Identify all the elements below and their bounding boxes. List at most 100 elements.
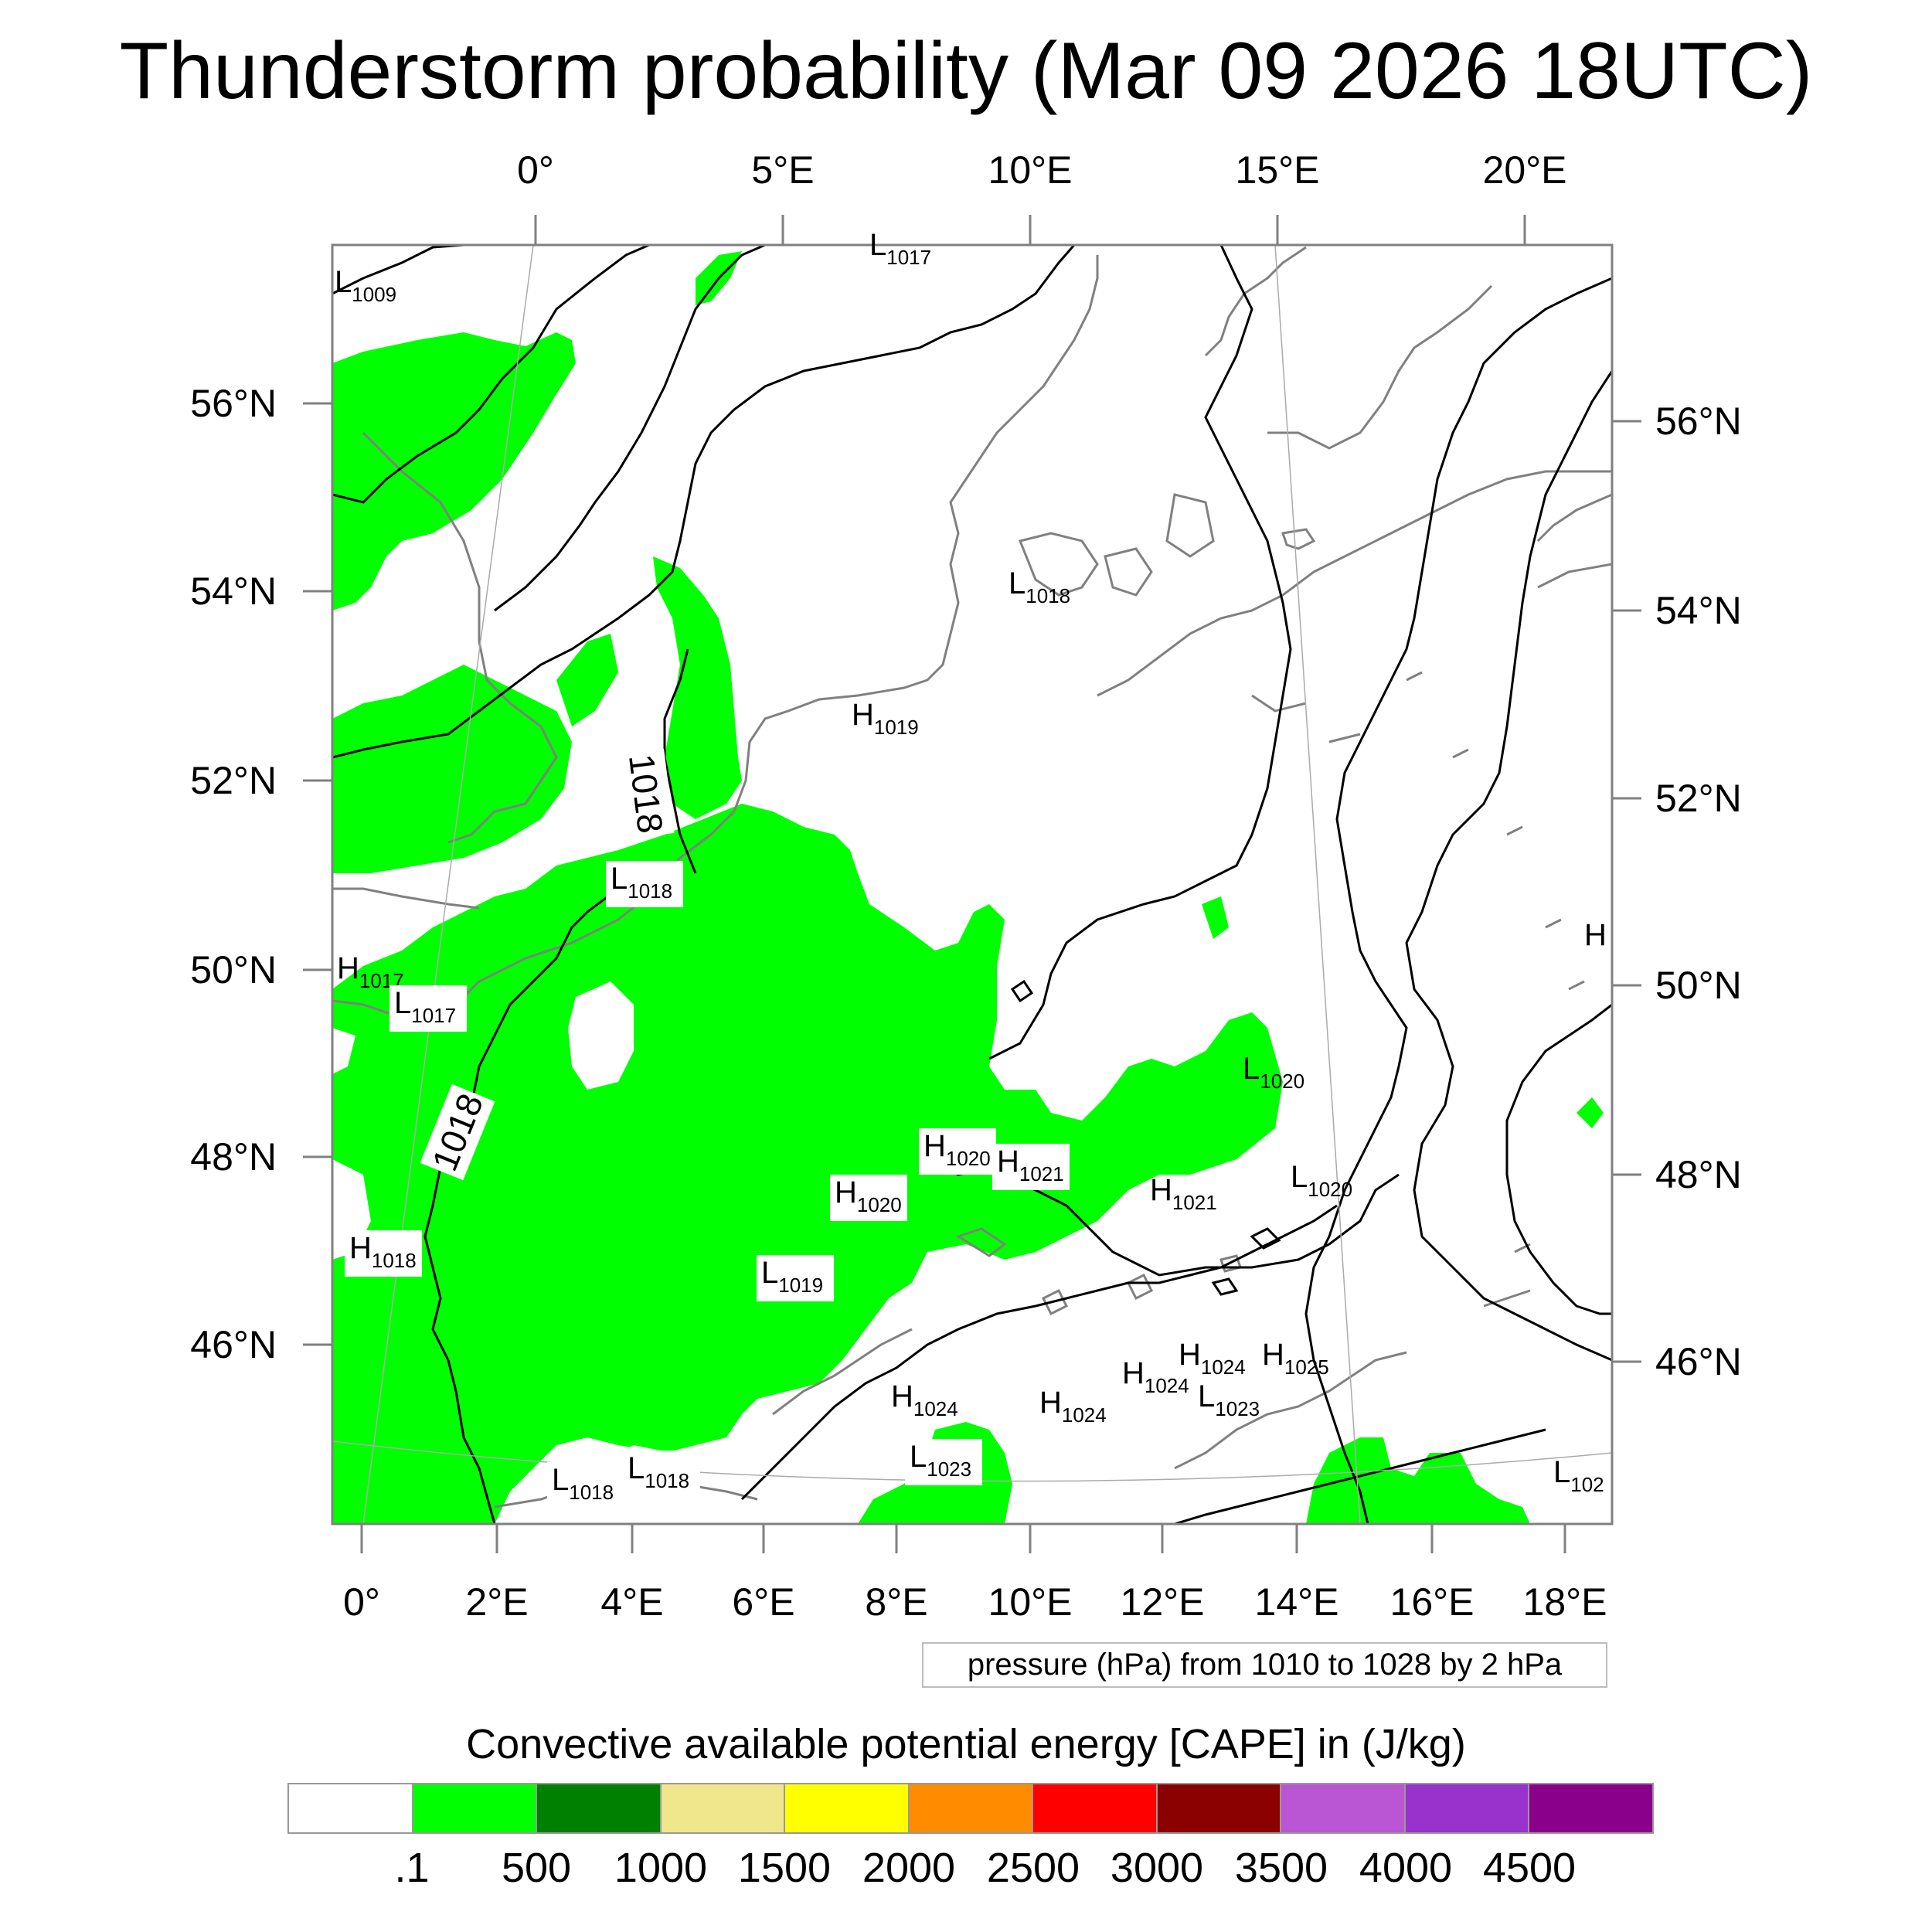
pressure-center-value: 102 xyxy=(1570,1473,1604,1496)
pressure-center-value: 1018 xyxy=(1026,584,1070,607)
svg-text:H1025: H1025 xyxy=(1262,1338,1329,1379)
pressure-center: H1019 xyxy=(852,698,919,739)
pressure-center: L1019 xyxy=(757,1255,834,1301)
colorbar-label: 1000 xyxy=(614,1845,708,1891)
coastline-uk-east xyxy=(362,431,558,844)
axis-right-label: 56°N xyxy=(1655,400,1742,443)
pressure-centers: L1009 L1017 L1018 H1019 L1018 H1017 L101… xyxy=(335,228,1607,1509)
pressure-center: L1018 xyxy=(547,1462,624,1509)
axis-top-label: 20°E xyxy=(1482,148,1567,192)
pressure-center-value: 1019 xyxy=(778,1274,823,1297)
pressure-center-value: 1017 xyxy=(886,246,931,269)
pressure-center-type: L xyxy=(335,265,352,299)
pressure-center-type: H xyxy=(1122,1356,1145,1390)
pressure-center: L1020 xyxy=(1243,1052,1304,1093)
pressure-center-value: 1024 xyxy=(1145,1374,1189,1397)
axis-bottom-label: 10°E xyxy=(988,1580,1073,1624)
axis-top-label: 10°E xyxy=(988,148,1073,192)
svg-text:L1018: L1018 xyxy=(611,862,672,903)
isobar-east-1 xyxy=(1304,277,1612,1524)
svg-text:H1024: H1024 xyxy=(1179,1338,1246,1379)
svg-text:L1018: L1018 xyxy=(552,1463,614,1504)
pressure-center-type: H xyxy=(349,1231,372,1265)
pressure-center-value: 1018 xyxy=(645,1469,689,1492)
svg-text:H1021: H1021 xyxy=(1150,1173,1217,1214)
svg-text:H1024: H1024 xyxy=(891,1379,958,1420)
colorbar-box xyxy=(1033,1784,1158,1832)
isobar-1018-west xyxy=(332,245,1076,759)
svg-text:L1020: L1020 xyxy=(1291,1160,1352,1201)
pressure-center: L1017 xyxy=(869,228,931,269)
pressure-center: H1025 xyxy=(1262,1338,1329,1379)
pressure-center: H1024 xyxy=(1122,1356,1189,1397)
axis-left-label: 56°N xyxy=(190,382,277,425)
axis-bottom-label: 4°E xyxy=(600,1580,664,1624)
svg-text:H1021: H1021 xyxy=(997,1145,1064,1185)
pressure-center-value: 1023 xyxy=(927,1458,971,1481)
cape-area-east-blob xyxy=(1577,1097,1604,1128)
colorbar-box xyxy=(785,1784,910,1832)
axis-bottom-label: 18°E xyxy=(1522,1580,1607,1624)
coastline-baltic-south xyxy=(1097,470,1612,697)
coastline-benelux xyxy=(679,633,952,859)
coastline-uk-south xyxy=(332,887,480,910)
cape-area-uk-main xyxy=(332,665,572,873)
axis-left-label: 48°N xyxy=(190,1135,277,1179)
meridian-15e xyxy=(1274,245,1361,1524)
isobar-italy xyxy=(740,1204,1338,1501)
pressure-center: L1009 xyxy=(335,265,396,306)
axis-bottom-label: 0° xyxy=(343,1580,380,1624)
svg-text:L1023: L1023 xyxy=(910,1440,971,1481)
colorbar-label: 4000 xyxy=(1359,1845,1453,1891)
isobar-east-3 xyxy=(1505,1003,1612,1315)
legend-title: Convective available potential energy [C… xyxy=(466,1721,1466,1767)
pressure-center: H1024 xyxy=(1039,1386,1107,1427)
pressure-center-type: L xyxy=(1291,1160,1308,1194)
pressure-center: H1020 xyxy=(830,1175,907,1221)
pressure-center-type: H xyxy=(923,1129,946,1163)
pressure-center-value: 1021 xyxy=(1019,1162,1064,1185)
axis-bottom-label: 16°E xyxy=(1389,1580,1475,1624)
axis-right-label: 50°N xyxy=(1655,964,1742,1007)
pressure-center-value: 1020 xyxy=(946,1147,991,1170)
pressure-center-value: 1025 xyxy=(1284,1355,1329,1379)
pressure-center-value: 1020 xyxy=(857,1193,902,1216)
pressure-center: L1018 xyxy=(606,861,683,907)
pressure-center-type: L xyxy=(761,1256,778,1290)
cape-area-west-white-2 xyxy=(332,1028,355,1074)
colorbar-label: 2000 xyxy=(862,1845,956,1891)
pressure-center-value: 1018 xyxy=(372,1249,417,1272)
colorbar-label: 3000 xyxy=(1110,1845,1204,1891)
axis-bottom-label: 14°E xyxy=(1254,1580,1339,1624)
svg-text:L1020: L1020 xyxy=(1243,1052,1304,1093)
meridian-0 xyxy=(362,245,534,1524)
colorbar-box xyxy=(1157,1784,1282,1832)
pressure-center-value: 1017 xyxy=(411,1004,456,1027)
axis-top-label: 15°E xyxy=(1235,148,1320,192)
pressure-center: L102 xyxy=(1553,1455,1604,1496)
coastline-east-rivers xyxy=(1483,918,1585,1308)
isobar-north-3 xyxy=(494,245,766,612)
pressure-center-type: L xyxy=(394,986,411,1020)
svg-text:H1019: H1019 xyxy=(852,698,919,739)
coastline-bornholm xyxy=(1281,528,1316,550)
pressure-center-value: 1024 xyxy=(913,1397,958,1420)
pressure-center-type: H xyxy=(337,951,359,985)
svg-text:L102: L102 xyxy=(1553,1455,1604,1496)
cape-area-netherlands-arm xyxy=(653,556,742,819)
map-frame xyxy=(331,243,1614,1526)
svg-text:L1017: L1017 xyxy=(869,228,931,269)
pressure-center-type: L xyxy=(869,228,886,262)
svg-text:L1017: L1017 xyxy=(394,986,456,1027)
colorbar-label: 2500 xyxy=(986,1845,1080,1891)
pressure-center: L1018 xyxy=(1009,566,1070,607)
axis-bottom-label: 8°E xyxy=(865,1580,928,1624)
pressure-center-value: 1023 xyxy=(1215,1397,1260,1420)
isobar-alpine-small-3 xyxy=(1211,1277,1239,1296)
pressure-center: L1020 xyxy=(1291,1160,1352,1201)
colorbar xyxy=(287,1783,1654,1834)
coastline-denmark-islands xyxy=(1018,493,1215,597)
cape-area-north-sea xyxy=(332,332,576,611)
axis-top-label: 0° xyxy=(517,148,554,192)
